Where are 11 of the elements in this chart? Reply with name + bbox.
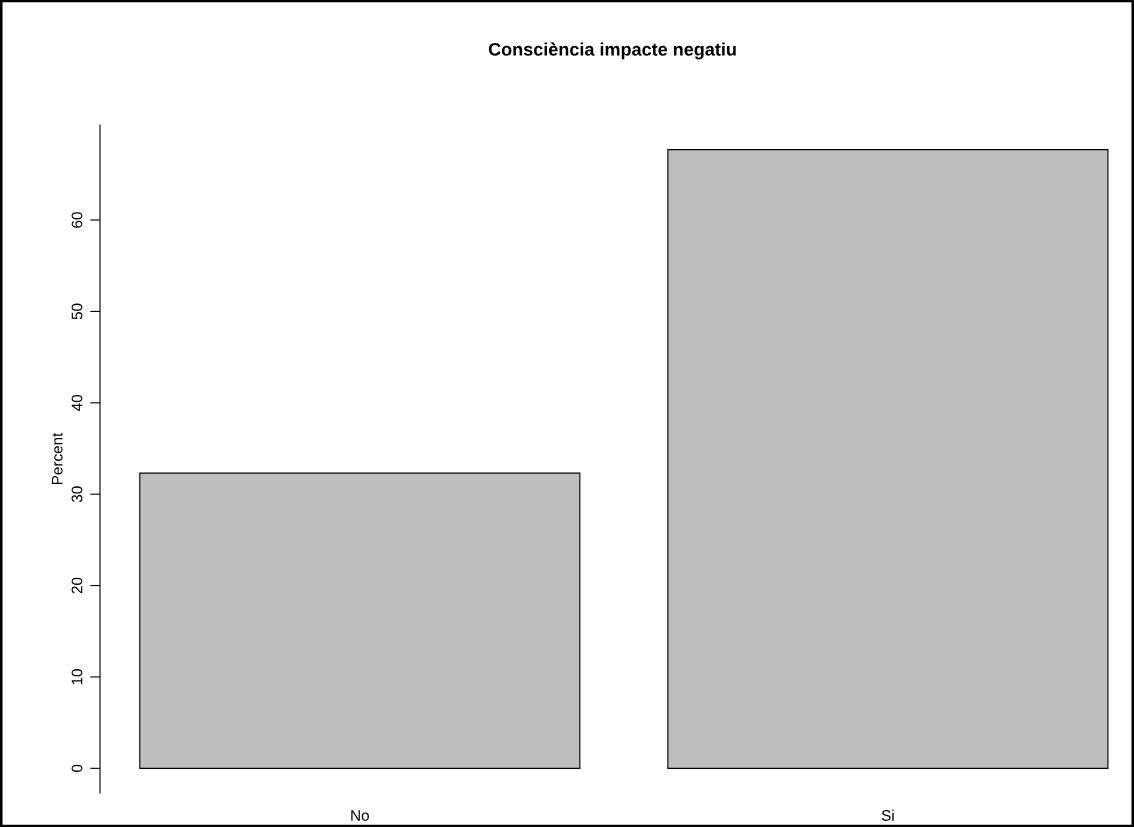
y-axis-title: Percent (51, 432, 63, 485)
x-tick-label: No (351, 810, 369, 821)
y-tick-label: 0 (71, 764, 83, 772)
y-tick-label: 60 (71, 212, 83, 228)
x-tick-label: Si (881, 809, 894, 821)
y-tick-label: 20 (71, 577, 83, 594)
y-tick-label: 50 (71, 303, 83, 320)
chart-title: Consciència impacte negatiu (488, 42, 736, 60)
y-tick-label: 30 (71, 486, 83, 503)
y-tick-label: 10 (71, 669, 83, 685)
y-tick-label: 40 (71, 394, 83, 411)
